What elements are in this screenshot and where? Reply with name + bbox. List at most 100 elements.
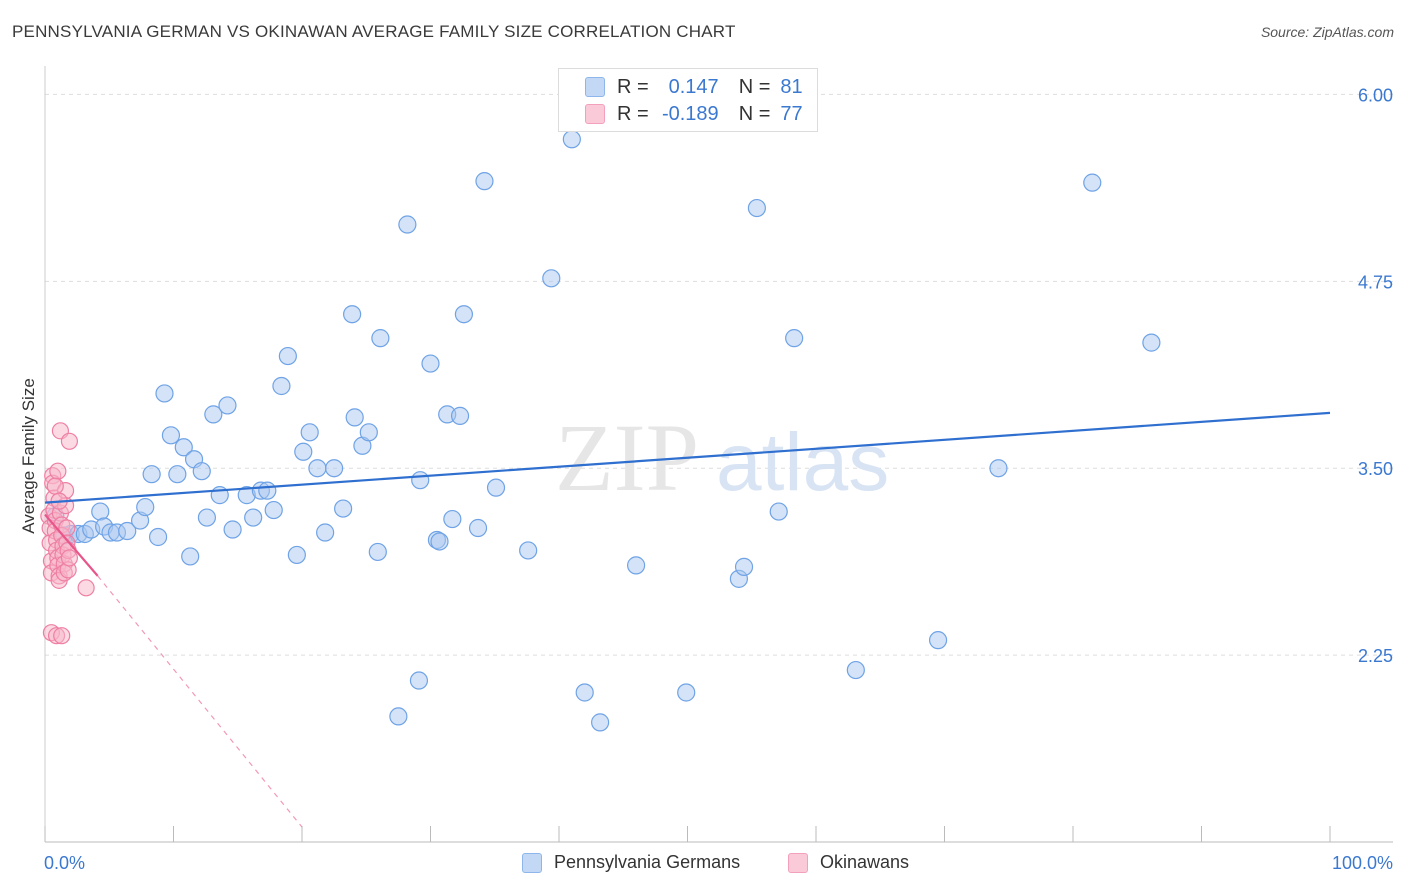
legend-item-pennsylvania-germans: Pennsylvania Germans bbox=[522, 852, 740, 873]
data-point-pennsylvania-germans bbox=[747, 198, 766, 218]
r-value: -0.189 bbox=[661, 102, 719, 125]
data-point-pennsylvania-germans bbox=[287, 545, 306, 565]
data-point-pennsylvania-germans bbox=[174, 438, 193, 457]
x-tick-label: 100.0% bbox=[1332, 853, 1393, 873]
data-point-pennsylvania-germans bbox=[468, 518, 488, 538]
data-point-pennsylvania-germans bbox=[846, 660, 865, 680]
stats-row-okinawans: R = -0.189 N = 77 bbox=[585, 102, 803, 126]
legend-label: Okinawans bbox=[820, 852, 910, 872]
data-point-pennsylvania-germans bbox=[769, 502, 788, 521]
r-value: 0.147 bbox=[668, 75, 719, 98]
data-point-pennsylvania-germans bbox=[345, 408, 364, 427]
data-point-pennsylvania-germans bbox=[443, 509, 462, 529]
y-tick-label: 6.00 bbox=[1358, 85, 1393, 105]
data-point-pennsylvania-germans bbox=[430, 532, 449, 551]
trend-line-okinawans-extension bbox=[97, 575, 303, 828]
data-point-okinawans bbox=[46, 477, 64, 495]
data-point-pennsylvania-germans bbox=[300, 423, 319, 442]
data-point-pennsylvania-germans bbox=[316, 523, 335, 542]
watermark-zip: ZIP bbox=[555, 404, 699, 511]
n-value: 77 bbox=[780, 102, 803, 125]
legend-swatch-pink bbox=[788, 852, 808, 873]
data-point-pennsylvania-germans bbox=[161, 426, 181, 445]
data-point-pennsylvania-germans bbox=[264, 500, 283, 520]
data-point-pennsylvania-germans bbox=[562, 130, 581, 149]
data-point-pennsylvania-germans bbox=[308, 459, 327, 478]
grid-lines bbox=[44, 66, 1393, 842]
data-point-pennsylvania-germans bbox=[278, 346, 297, 366]
data-point-pennsylvania-germans bbox=[91, 502, 110, 521]
data-point-pennsylvania-germans bbox=[218, 396, 237, 415]
data-point-pennsylvania-germans bbox=[197, 508, 217, 527]
data-point-pennsylvania-germans bbox=[142, 465, 161, 484]
y-tick-label: 4.75 bbox=[1358, 272, 1393, 292]
axes bbox=[44, 826, 1393, 843]
data-point-pennsylvania-germans bbox=[626, 556, 646, 575]
data-point-pennsylvania-germans bbox=[454, 305, 474, 324]
trend-line-pennsylvania-germans bbox=[44, 411, 1331, 504]
data-point-pennsylvania-germans bbox=[734, 557, 754, 576]
data-point-pennsylvania-germans bbox=[155, 384, 174, 403]
x-tick-label: 0.0% bbox=[44, 853, 85, 873]
data-point-pennsylvania-germans bbox=[136, 497, 155, 517]
data-point-pennsylvania-germans bbox=[677, 683, 696, 702]
y-tick-label: 2.25 bbox=[1358, 646, 1393, 666]
trend-lines bbox=[44, 411, 1331, 828]
data-point-pennsylvania-germans bbox=[368, 542, 387, 562]
stats-row-pennsylvania-germans: R = 0.147 N = 81 bbox=[585, 75, 803, 99]
source-label: Source: ZipAtlas.com bbox=[1260, 24, 1394, 40]
chart-title: PENNSYLVANIA GERMAN VS OKINAWAN AVERAGE … bbox=[12, 22, 736, 41]
data-point-pennsylvania-germans bbox=[272, 376, 291, 396]
data-point-pennsylvania-germans bbox=[192, 462, 211, 481]
data-point-pennsylvania-germans bbox=[409, 671, 429, 690]
watermark-atlas: atlas bbox=[716, 417, 889, 508]
data-point-pennsylvania-germans bbox=[928, 631, 948, 650]
data-point-pennsylvania-germans bbox=[575, 683, 594, 702]
data-point-pennsylvania-germans bbox=[542, 269, 561, 288]
data-point-pennsylvania-germans bbox=[475, 172, 494, 191]
data-point-pennsylvania-germans bbox=[148, 527, 168, 547]
data-point-pennsylvania-germans bbox=[325, 459, 344, 478]
data-point-pennsylvania-germans bbox=[181, 547, 200, 566]
data-point-pennsylvania-germans bbox=[118, 521, 137, 541]
data-point-pennsylvania-germans bbox=[785, 329, 804, 348]
data-point-pennsylvania-germans bbox=[1083, 173, 1102, 192]
data-point-pennsylvania-germans bbox=[334, 499, 353, 518]
data-point-pennsylvania-germans bbox=[258, 481, 277, 500]
y-axis-label: Average Family Size bbox=[19, 378, 38, 534]
series-pennsylvania-germans bbox=[46, 130, 1161, 732]
stats-legend: R = 0.147 N = 81 R = -0.189 N = 77 bbox=[558, 68, 818, 132]
data-point-okinawans bbox=[77, 579, 95, 597]
data-point-pennsylvania-germans bbox=[204, 405, 223, 424]
trend-line-okinawans bbox=[44, 513, 99, 577]
data-point-pennsylvania-germans bbox=[168, 465, 187, 484]
data-point-pennsylvania-germans bbox=[389, 707, 408, 726]
data-point-pennsylvania-germans bbox=[519, 541, 538, 560]
data-point-pennsylvania-germans bbox=[989, 459, 1008, 478]
legend-swatch-blue bbox=[585, 77, 605, 97]
data-point-pennsylvania-germans bbox=[421, 354, 440, 373]
data-point-pennsylvania-germans bbox=[486, 478, 506, 497]
y-tick-label: 3.50 bbox=[1358, 459, 1393, 479]
data-point-pennsylvania-germans bbox=[1142, 333, 1161, 352]
legend-item-okinawans: Okinawans bbox=[788, 852, 909, 873]
data-point-pennsylvania-germans bbox=[371, 329, 390, 348]
data-point-okinawans bbox=[60, 432, 79, 450]
data-point-pennsylvania-germans bbox=[398, 215, 417, 234]
n-value: 81 bbox=[780, 75, 803, 98]
data-point-pennsylvania-germans bbox=[359, 423, 378, 442]
tick-labels: 2.25 3.50 4.75 6.00 0.0% 100.0% bbox=[44, 85, 1393, 873]
data-point-pennsylvania-germans bbox=[343, 305, 362, 324]
r-label: R = bbox=[617, 75, 649, 98]
legend-swatch-pink bbox=[585, 104, 605, 124]
legend-label: Pennsylvania Germans bbox=[554, 852, 741, 872]
data-point-pennsylvania-germans bbox=[450, 406, 470, 425]
data-point-pennsylvania-germans bbox=[411, 471, 430, 490]
data-point-okinawans bbox=[49, 462, 67, 480]
n-label: N = bbox=[738, 75, 771, 98]
legend-swatch-blue bbox=[522, 852, 542, 873]
r-label: R = bbox=[617, 102, 649, 125]
data-point-pennsylvania-germans bbox=[591, 713, 610, 732]
data-point-pennsylvania-germans bbox=[294, 442, 313, 461]
data-point-okinawans bbox=[53, 627, 71, 645]
